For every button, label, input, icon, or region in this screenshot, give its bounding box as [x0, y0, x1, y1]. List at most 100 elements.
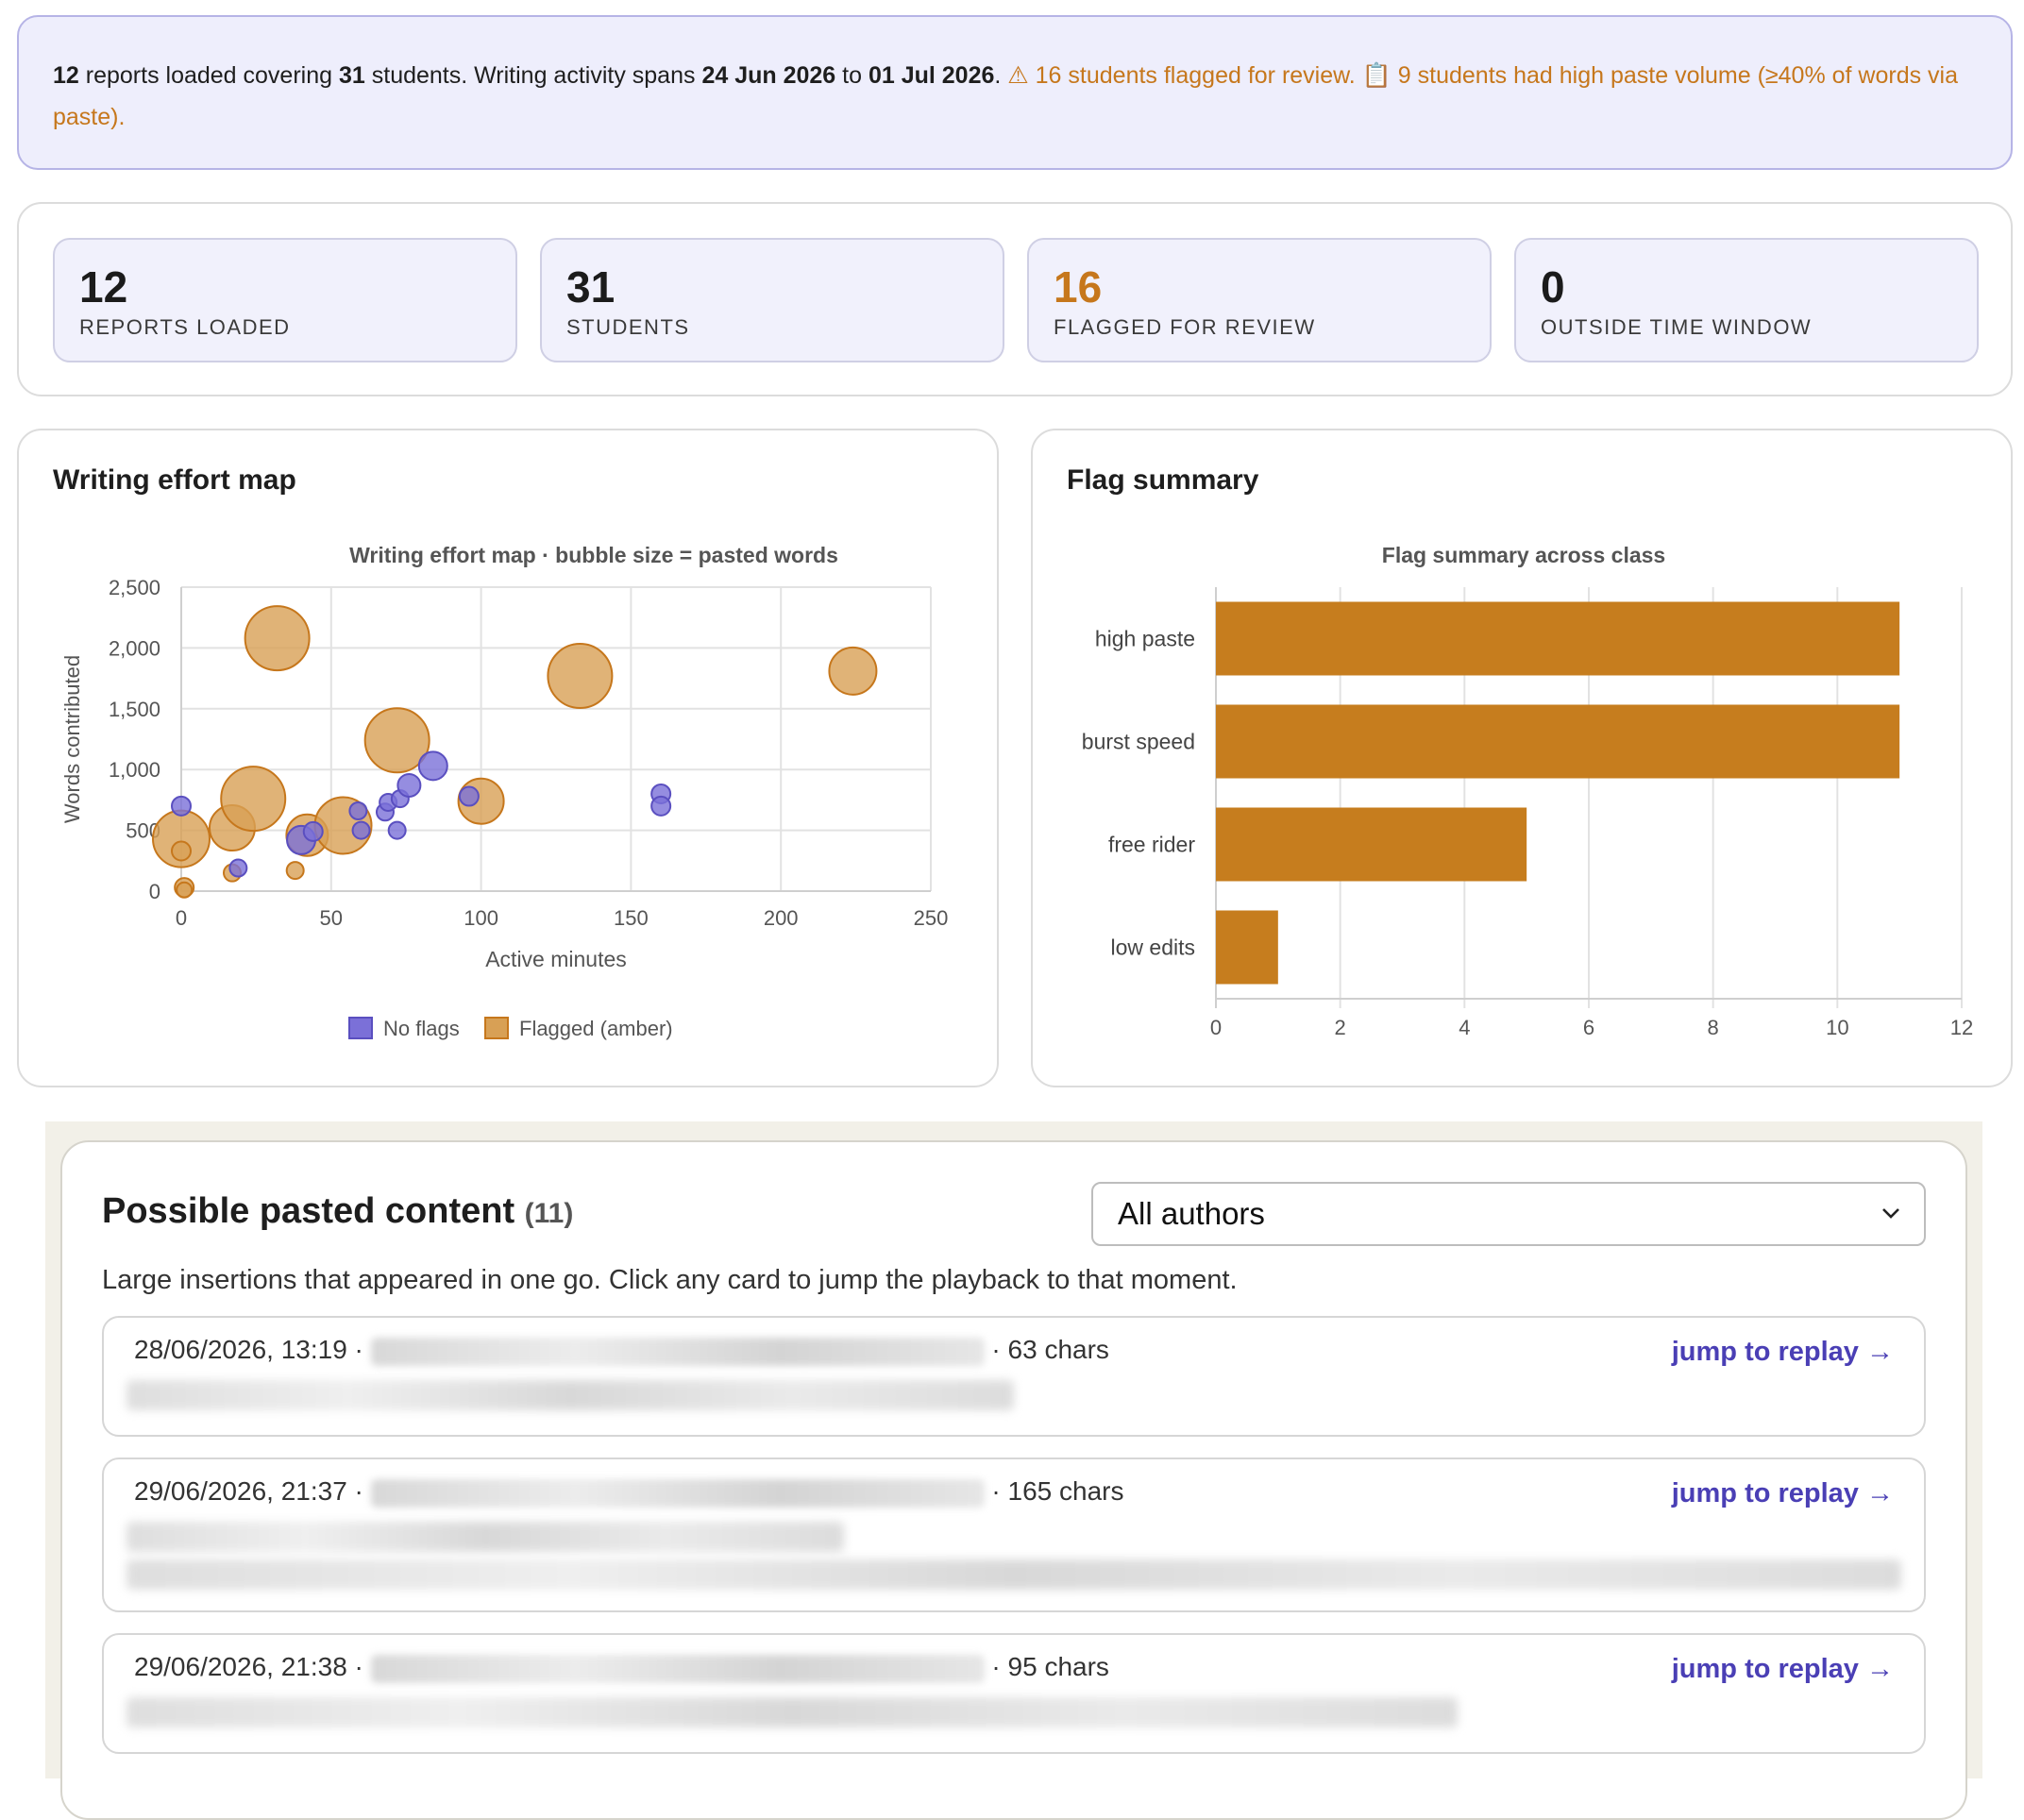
- reports-count: 12: [53, 62, 79, 89]
- category-label: low edits: [1111, 935, 1195, 960]
- category-label: high paste: [1095, 627, 1195, 651]
- stat-students: 31 STUDENTS: [540, 238, 1004, 362]
- paste-entry-meta: 29/06/2026, 21:38 · · 95 chars: [134, 1652, 1109, 1683]
- y-tick-label: 2,000: [109, 636, 160, 660]
- bar: [1216, 910, 1278, 985]
- y-tick-label: 1,500: [109, 698, 160, 721]
- paste-time: 29/06/2026, 21:38 ·: [134, 1652, 371, 1681]
- author-filter-select[interactable]: All authors: [1091, 1182, 1926, 1246]
- paste-time: 29/06/2026, 21:37 ·: [134, 1476, 371, 1506]
- data-point: [220, 766, 287, 833]
- bar: [1216, 601, 1900, 676]
- x-tick-label: 0: [1210, 1016, 1222, 1039]
- data-point: [417, 750, 448, 782]
- x-tick-label: 12: [1950, 1016, 1973, 1039]
- stats-panel: 12 REPORTS LOADED 31 STUDENTS 16 FLAGGED…: [17, 202, 2013, 396]
- card-heading: Writing effort map: [53, 464, 296, 496]
- paste-time: 28/06/2026, 13:19 ·: [134, 1335, 371, 1364]
- paste-chars: · 165 chars: [984, 1476, 1124, 1506]
- flag-summary-card: Flag summary across class 0 2 4 6 8 10 12 high p…: [1031, 429, 2013, 1087]
- data-point: [547, 643, 614, 710]
- banner-text: to: [835, 62, 869, 89]
- data-point: [458, 785, 480, 807]
- legend-label: No flags: [383, 1017, 460, 1040]
- x-tick-label: 200: [764, 906, 799, 930]
- writing-effort-card: Writing effort map · bubble size = paste…: [17, 429, 999, 1087]
- paste-preview-redacted: [126, 1697, 1458, 1727]
- data-point: [244, 605, 311, 672]
- legend-swatch: [348, 1017, 373, 1039]
- banner-text: reports loaded covering: [78, 62, 339, 89]
- banner-text: students. Writing activity spans: [364, 62, 702, 89]
- x-tick-label: 100: [464, 906, 498, 930]
- stat-outside-window: 0 OUTSIDE TIME WINDOW: [1514, 238, 1979, 362]
- author-redacted: [370, 1654, 985, 1683]
- y-tick-label: 1,000: [109, 758, 160, 782]
- paste-preview-redacted: [126, 1522, 844, 1552]
- jump-to-replay-link[interactable]: jump to replay →: [1671, 1478, 1894, 1508]
- data-point: [302, 820, 324, 842]
- paste-warning: 📋 9 students had high paste volume (≥40%…: [53, 62, 1959, 130]
- x-tick-label: 4: [1459, 1016, 1470, 1039]
- paste-entry-meta: 29/06/2026, 21:37 · · 165 chars: [134, 1476, 1124, 1508]
- data-point: [228, 858, 248, 878]
- data-point: [348, 800, 368, 820]
- x-tick-label: 8: [1708, 1016, 1719, 1039]
- paste-chars: · 95 chars: [984, 1652, 1109, 1681]
- flagged-warning: ⚠ 16 students flagged for review.: [1007, 62, 1356, 89]
- paste-description: Large insertions that appeared in one go…: [102, 1265, 1238, 1295]
- data-point: [387, 820, 407, 840]
- paste-preview-redacted: [126, 1380, 1014, 1410]
- x-axis-label: Active minutes: [485, 947, 627, 971]
- stat-value: 0: [1541, 262, 1565, 312]
- data-point: [351, 820, 371, 840]
- data-point: [363, 707, 430, 774]
- x-tick-label: 150: [614, 906, 649, 930]
- paste-section: Possible pasted content (11) All authors…: [45, 1121, 1982, 1820]
- students-count: 31: [338, 62, 365, 89]
- stat-label: FLAGGED FOR REVIEW: [1054, 315, 1316, 339]
- paste-entry[interactable]: 29/06/2026, 21:37 · · 165 chars jump to …: [102, 1458, 1926, 1612]
- stat-reports-loaded: 12 REPORTS LOADED: [53, 238, 517, 362]
- legend-label: Flagged (amber): [519, 1017, 673, 1040]
- data-point: [285, 861, 305, 881]
- paste-entry[interactable]: 28/06/2026, 13:19 · · 63 chars jump to r…: [102, 1316, 1926, 1437]
- bar: [1216, 807, 1527, 882]
- chart-title: Writing effort map · bubble size = paste…: [349, 543, 838, 567]
- flag-summary-chart: Flag summary across class 0 2 4 6 8 10 12 high p…: [1082, 543, 1973, 1039]
- summary-banner: 12 reports loaded covering 31 students. …: [17, 15, 2013, 170]
- date-to: 01 Jul 2026: [868, 62, 995, 89]
- stat-flagged: 16 FLAGGED FOR REVIEW: [1027, 238, 1492, 362]
- data-point: [650, 795, 672, 817]
- x-tick-label: 0: [176, 906, 187, 930]
- legend-swatch: [484, 1017, 509, 1039]
- category-label: burst speed: [1082, 730, 1195, 754]
- paste-entry[interactable]: 29/06/2026, 21:38 · · 95 chars jump to r…: [102, 1633, 1926, 1754]
- stat-label: REPORTS LOADED: [79, 315, 291, 339]
- bar: [1216, 704, 1900, 779]
- writing-effort-chart: Writing effort map · bubble size = paste…: [60, 543, 948, 1040]
- chevron-down-icon: [1882, 1208, 1899, 1219]
- paste-count: (11): [524, 1198, 574, 1229]
- stat-label: STUDENTS: [566, 315, 690, 339]
- stat-value: 16: [1054, 262, 1103, 312]
- stat-value: 12: [79, 262, 128, 312]
- data-point: [171, 840, 192, 862]
- card-heading: Flag summary: [1067, 464, 1259, 496]
- category-label: free rider: [1108, 833, 1195, 857]
- data-point: [176, 881, 194, 899]
- author-filter-value: All authors: [1118, 1196, 1265, 1231]
- paste-title: Possible pasted content (11): [102, 1191, 573, 1232]
- jump-to-replay-link[interactable]: jump to replay →: [1671, 1654, 1894, 1684]
- y-tick-label: 2,500: [109, 576, 160, 599]
- paste-card: Possible pasted content (11) All authors…: [60, 1140, 1967, 1820]
- stat-value: 31: [566, 262, 616, 312]
- y-axis-label: Words contributed: [60, 655, 84, 823]
- y-tick-label: 0: [149, 880, 160, 903]
- x-tick-label: 50: [320, 906, 343, 930]
- paste-title-text: Possible pasted content: [102, 1191, 515, 1231]
- data-point: [171, 795, 192, 817]
- jump-to-replay-link[interactable]: jump to replay →: [1671, 1337, 1894, 1367]
- paste-entry-meta: 28/06/2026, 13:19 · · 63 chars: [134, 1335, 1109, 1366]
- x-tick-label: 6: [1583, 1016, 1594, 1039]
